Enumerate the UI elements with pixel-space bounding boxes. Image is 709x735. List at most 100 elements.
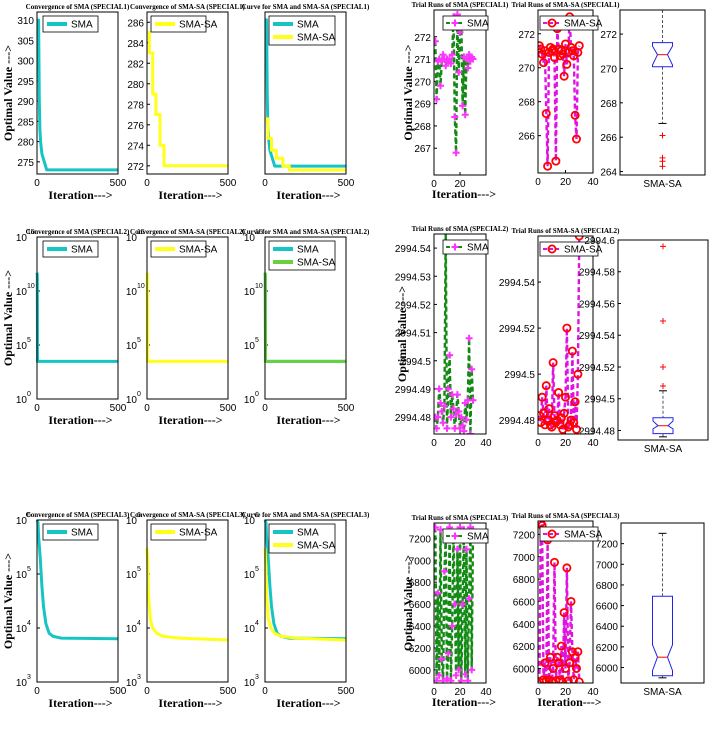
trial-marker — [551, 156, 561, 166]
x-tick-label: 0 — [431, 179, 437, 190]
y-tick-exponent: 10 — [255, 283, 263, 290]
sma-sa-curve — [263, 272, 346, 363]
x-tick-label: 500 — [110, 403, 127, 414]
trial-marker — [538, 392, 547, 402]
trial-marker — [447, 413, 455, 421]
plot-title: Convergence of SMA (SPECIAL3) — [26, 511, 130, 519]
x-tick-label: 0 — [34, 178, 40, 189]
notched-box — [652, 417, 674, 435]
y-tick-label: 10 — [16, 570, 28, 581]
trial-marker — [453, 545, 461, 553]
plot-title: Convergence of SMA-SA (SPECIAL2) — [130, 228, 246, 236]
trial-marker — [455, 407, 463, 415]
x-tick-label: 40 — [480, 687, 492, 698]
y-tick-label: 10 — [126, 233, 138, 244]
y-tick-label: 290 — [17, 97, 34, 108]
trial-marker — [539, 675, 548, 683]
y-tick-label: 7200 — [513, 530, 536, 541]
trial-marker — [561, 663, 571, 673]
y-tick-label: 269 — [414, 100, 431, 111]
y-axis-label: Optimal Value ---> — [1, 270, 15, 366]
trial-marker — [558, 677, 568, 683]
x-axis-label: Iteration---> — [276, 413, 340, 427]
x-axis-label: Iteration---> — [48, 413, 112, 427]
axes-frame — [264, 519, 347, 683]
legend-label: SMA — [297, 528, 319, 539]
trial-marker — [459, 422, 467, 430]
convergence-plot-1-1: Convergence of SMA (SPECIAL1) 275 280 285 29… — [17, 3, 130, 202]
trial-marker — [550, 53, 560, 63]
convergence-plot-2-1: Convergence of SMA (SPECIAL2)10010510101… — [16, 228, 130, 427]
axes-frame — [537, 520, 594, 684]
trial-marker — [548, 358, 558, 368]
legend-label: SMA — [71, 20, 93, 31]
trial-marker — [451, 113, 459, 121]
y-tick-exponent: 15 — [27, 229, 35, 236]
y-tick-label: 6000 — [596, 664, 619, 675]
convergence-plot-1-2: Convergence of SMA-SA (SPECIAL1) 272 274 27… — [127, 3, 245, 202]
trial-marker — [450, 405, 457, 413]
plot-title: Trial Runs of SMA (SPECIAL3) — [412, 514, 509, 522]
axes-frame — [433, 522, 487, 684]
trial-marker — [468, 666, 476, 674]
x-tick-label: 40 — [587, 687, 599, 698]
axes-frame — [433, 9, 487, 176]
trial-markers — [538, 521, 584, 683]
trial-marker — [559, 608, 569, 618]
trial-marker — [572, 663, 582, 673]
axes-frame — [537, 235, 594, 435]
y-tick-label: 6200 — [513, 642, 536, 653]
trial-marker — [437, 82, 444, 90]
y-tick-exponent: 5 — [255, 337, 259, 344]
outlier-marker — [659, 132, 666, 139]
y-tick-exponent: 4 — [255, 620, 259, 627]
trial-marker — [461, 111, 469, 119]
y-tick-label: 10 — [244, 233, 256, 244]
axes-frame — [146, 236, 229, 400]
y-tick-label: 280 — [127, 80, 144, 91]
x-tick-label: 0 — [535, 687, 541, 698]
x-tick-label: 20 — [560, 177, 572, 188]
trial-plot-1-1: Trial Runs of SMA (SPECIAL1) 267 268 269 270… — [412, 1, 509, 201]
x-tick-label: 0 — [144, 403, 150, 414]
legend-label: SMA-SA — [297, 541, 336, 552]
y-tick-label: 6800 — [513, 575, 536, 586]
x-axis-label: Iteration---> — [158, 413, 222, 427]
y-tick-label: 264 — [600, 168, 617, 179]
y-tick-label: 2994.5 — [400, 357, 431, 368]
y-tick-exponent: 15 — [255, 229, 263, 236]
legend-box — [150, 523, 207, 541]
trial-line — [538, 16, 581, 167]
y-tick-label: 2994.54 — [499, 278, 536, 289]
trial-marker — [455, 68, 463, 76]
axes-frame — [264, 236, 347, 400]
trial-marker — [559, 71, 569, 81]
trial-markers — [434, 10, 477, 157]
axes-frame — [620, 522, 705, 684]
y-tick-label: 275 — [17, 158, 34, 169]
y-tick-label: 274 — [127, 141, 144, 152]
box-label: SMA-SA — [643, 179, 682, 190]
x-tick-label: 0 — [262, 403, 268, 414]
y-tick-exponent: 5 — [137, 337, 141, 344]
convergence-plot-3-2: Convergence of SMA-SA (SPECIAL3)10310410… — [126, 511, 246, 710]
x-axis-label: Iteration---> — [432, 187, 496, 201]
x-tick-label: 0 — [262, 686, 268, 697]
y-tick-label: 2994.58 — [579, 268, 616, 279]
x-tick-label: 20 — [454, 438, 466, 449]
trial-marker — [548, 663, 558, 673]
convergence-plot-1-3: Curve for SMA and SMA-SA (SPECIAL1) 0 500I… — [242, 3, 370, 202]
legend-label: SMA-SA — [564, 530, 603, 541]
y-tick-label: 300 — [17, 57, 34, 68]
y-tick-exponent: 3 — [255, 674, 259, 681]
trial-line — [434, 527, 475, 681]
plot-title: Trial Runs of SMA (SPECIAL2) — [412, 225, 509, 233]
trial-marker — [444, 385, 452, 393]
plot-title: Trial Runs of SMA-SA (SPECIAL2) — [512, 227, 621, 235]
legend-box — [42, 240, 99, 258]
axes-frame — [36, 519, 119, 683]
y-tick-label: 6000 — [513, 664, 536, 675]
y-tick-label: 2994.48 — [395, 413, 432, 424]
sma-sa-curve — [147, 31, 228, 168]
